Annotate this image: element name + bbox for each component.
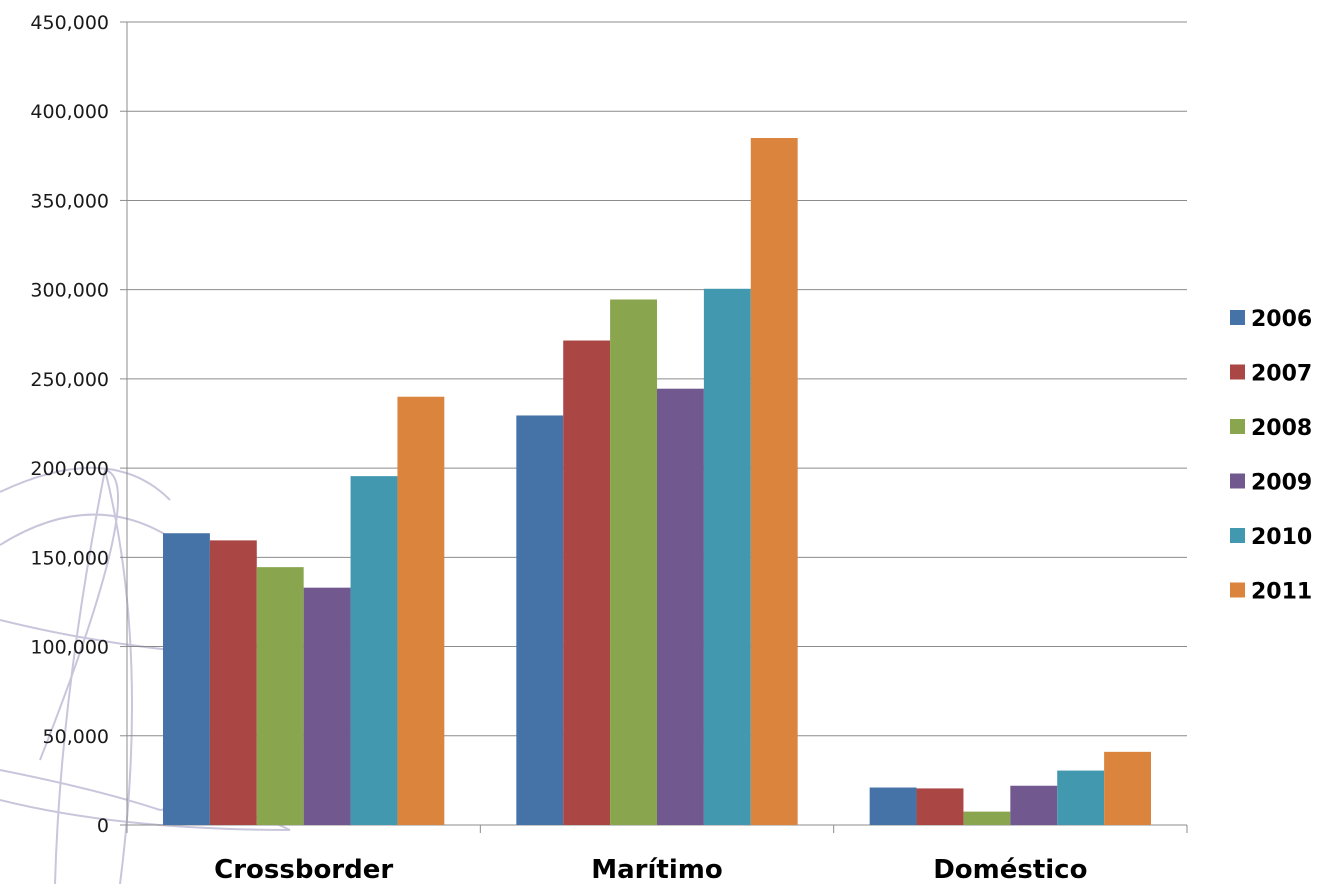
y-axis-tick-labels: 0 50,000 100,000 150,000 200,000 250,000 300,0… — [30, 12, 109, 837]
bar-doméstico-2011 — [1104, 751, 1151, 825]
bar-crossborder-2010 — [350, 476, 398, 825]
y-tick-label: 250,000 — [30, 369, 109, 391]
y-tick-label: 350,000 — [30, 190, 109, 212]
bar-marítimo-2006 — [516, 415, 564, 825]
bar-doméstico-2007 — [916, 788, 964, 825]
bar-crossborder-2009 — [303, 587, 351, 825]
legend-label-2008: 2008 — [1251, 416, 1312, 441]
y-tick-label: 300,000 — [30, 280, 109, 302]
bars — [163, 137, 1151, 826]
x-category-label: Doméstico — [933, 855, 1087, 884]
bar-crossborder-2006 — [163, 533, 210, 825]
legend-label-2009: 2009 — [1251, 471, 1312, 496]
bar-marítimo-2011 — [750, 137, 798, 825]
legend-label-2011: 2011 — [1251, 580, 1312, 605]
legend: 2006 2007 2008 2009 2010 2011 — [1230, 307, 1312, 605]
legend-swatch-2010 — [1230, 528, 1245, 543]
y-tick-label: 150,000 — [30, 547, 109, 569]
legend-swatch-2008 — [1230, 419, 1245, 434]
legend-swatch-2007 — [1230, 364, 1245, 380]
legend-label-2010: 2010 — [1251, 525, 1312, 550]
x-category-label: Crossborder — [214, 855, 393, 884]
legend-swatch-2006 — [1230, 310, 1245, 325]
y-tick-label: 400,000 — [30, 101, 109, 123]
bar-marítimo-2010 — [703, 288, 751, 826]
x-axis-category-labels: Crossborder Marítimo Doméstico — [214, 855, 1087, 884]
y-tick-label: 100,000 — [30, 637, 109, 659]
y-tick-label: 450,000 — [30, 12, 109, 34]
bar-doméstico-2010 — [1057, 770, 1105, 825]
legend-label-2007: 2007 — [1251, 362, 1312, 387]
legend-swatch-2009 — [1230, 473, 1245, 489]
bar-doméstico-2009 — [1010, 785, 1058, 825]
bar-crossborder-2008 — [256, 567, 304, 825]
y-tick-label: 200,000 — [30, 458, 109, 480]
y-tick-label: 0 — [97, 815, 109, 837]
bar-marítimo-2007 — [563, 340, 611, 825]
bar-crossborder-2007 — [209, 540, 257, 825]
bar-marítimo-2009 — [657, 388, 704, 825]
bar-doméstico-2008 — [963, 811, 1011, 825]
bar-marítimo-2008 — [610, 299, 657, 826]
bar-doméstico-2006 — [869, 787, 917, 825]
bar-crossborder-2011 — [397, 396, 445, 825]
legend-swatch-2011 — [1230, 582, 1245, 598]
x-category-label: Marítimo — [591, 855, 722, 884]
legend-label-2006: 2006 — [1251, 307, 1312, 332]
y-tick-label: 50,000 — [43, 726, 109, 748]
